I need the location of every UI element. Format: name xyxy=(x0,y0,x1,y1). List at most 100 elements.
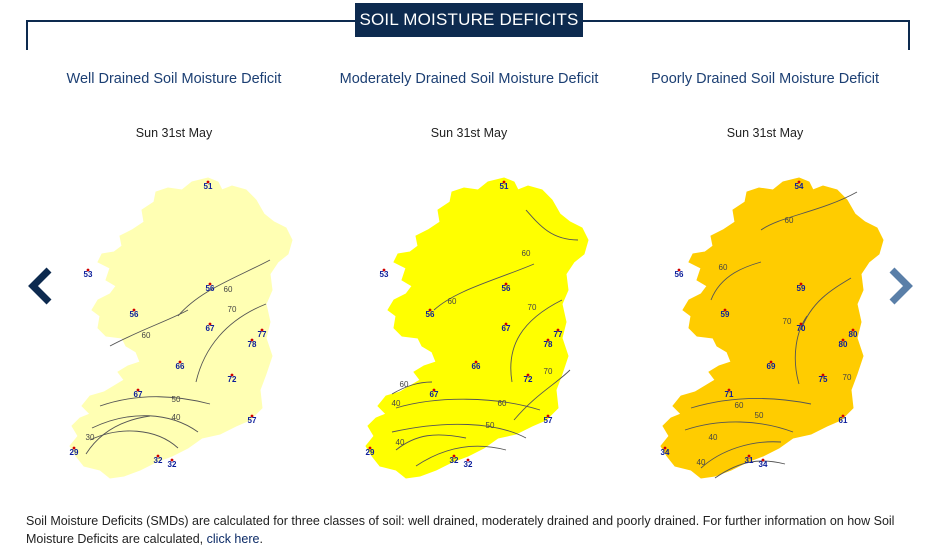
station-value: 67 xyxy=(430,390,439,399)
station-value: 80 xyxy=(849,330,858,339)
station-marker xyxy=(556,328,560,332)
station-marker xyxy=(502,180,506,184)
panel-title-poor: Poorly Drained Soil Moisture Deficit xyxy=(650,71,880,87)
click-here-link[interactable]: click here xyxy=(206,532,260,546)
contour-label: 70 xyxy=(544,367,553,376)
contour-line xyxy=(395,398,541,411)
contour-label: 60 xyxy=(142,331,151,340)
station-value: 78 xyxy=(248,340,257,349)
station-value: 59 xyxy=(721,310,730,319)
station-value: 66 xyxy=(472,362,481,371)
station-value: 56 xyxy=(130,310,139,319)
station-value: 77 xyxy=(258,330,267,339)
station-marker xyxy=(178,360,182,364)
station-value: 61 xyxy=(839,416,848,425)
footer-end: . xyxy=(259,532,263,546)
station-marker xyxy=(368,446,372,450)
contour-label: 50 xyxy=(172,395,181,404)
station-value: 56 xyxy=(426,310,435,319)
contour-line xyxy=(89,430,179,449)
contour-label: 50 xyxy=(755,411,764,420)
station-marker xyxy=(206,180,210,184)
contour-line xyxy=(415,445,507,467)
station-value: 29 xyxy=(70,448,79,457)
station-marker xyxy=(677,268,681,272)
station-value: 56 xyxy=(502,284,511,293)
contour-label: 60 xyxy=(224,285,233,294)
contour-line xyxy=(800,277,852,331)
station-marker xyxy=(170,458,174,462)
panel-date-moderate: Sun 31st May xyxy=(430,126,508,140)
contour-label: 70 xyxy=(783,317,792,326)
contour-label: 70 xyxy=(228,305,237,314)
station-value: 53 xyxy=(380,270,389,279)
station-marker xyxy=(432,388,436,392)
station-value: 72 xyxy=(228,375,237,384)
panel-date-poor: Sun 31st May xyxy=(726,126,804,140)
station-marker xyxy=(663,446,667,450)
station-marker xyxy=(72,446,76,450)
station-value: 70 xyxy=(797,324,806,333)
station-marker xyxy=(250,414,254,418)
station-marker xyxy=(851,328,855,332)
contour-label: 40 xyxy=(709,433,718,442)
next-button[interactable] xyxy=(884,266,914,306)
station-marker xyxy=(136,388,140,392)
footer-description: Soil Moisture Deficits (SMDs) are calcul… xyxy=(26,514,895,546)
station-value: 75 xyxy=(819,375,828,384)
station-value: 34 xyxy=(759,460,768,469)
contour-label: 70 xyxy=(843,373,852,382)
section-title: SOIL MOISTURE DEFICITS xyxy=(355,3,583,37)
station-value: 51 xyxy=(204,182,213,191)
station-value: 32 xyxy=(450,456,459,465)
ireland-landmass xyxy=(365,177,589,479)
contour-label: 40 xyxy=(172,413,181,422)
station-value: 66 xyxy=(176,362,185,371)
station-marker xyxy=(452,454,456,458)
station-value: 32 xyxy=(464,460,473,469)
contour-line xyxy=(391,381,433,395)
station-value: 67 xyxy=(206,324,215,333)
contour-line xyxy=(525,209,579,241)
station-value: 56 xyxy=(206,284,215,293)
station-marker xyxy=(230,373,234,377)
station-value: 67 xyxy=(502,324,511,333)
station-marker xyxy=(723,308,727,312)
station-marker xyxy=(250,338,254,342)
station-value: 77 xyxy=(554,330,563,339)
station-marker xyxy=(546,338,550,342)
station-value: 29 xyxy=(366,448,375,457)
station-marker xyxy=(86,268,90,272)
chevron-left-icon xyxy=(28,267,52,305)
station-value: 72 xyxy=(524,375,533,384)
station-marker xyxy=(747,454,751,458)
contour-line xyxy=(760,191,858,231)
station-value: 57 xyxy=(248,416,257,425)
ireland-landmass xyxy=(660,177,884,479)
station-marker xyxy=(504,282,508,286)
station-value: 67 xyxy=(134,390,143,399)
ireland-landmass xyxy=(69,177,293,479)
contour-label: 70 xyxy=(528,303,537,312)
station-value: 71 xyxy=(725,390,734,399)
station-marker xyxy=(466,458,470,462)
station-marker xyxy=(132,308,136,312)
station-marker xyxy=(799,322,803,326)
contour-line xyxy=(391,423,527,439)
station-marker xyxy=(208,282,212,286)
contour-label: 60 xyxy=(522,249,531,258)
station-value: 31 xyxy=(745,456,754,465)
contour-label: 40 xyxy=(697,458,706,467)
station-marker xyxy=(428,308,432,312)
contour-label: 50 xyxy=(486,421,495,430)
station-marker xyxy=(546,414,550,418)
station-marker xyxy=(260,328,264,332)
previous-button[interactable] xyxy=(27,266,57,306)
contour-line xyxy=(690,398,812,409)
station-marker xyxy=(841,414,845,418)
contour-label: 40 xyxy=(396,438,405,447)
contour-line xyxy=(700,441,782,469)
contour-line xyxy=(714,460,786,479)
station-marker xyxy=(208,322,212,326)
